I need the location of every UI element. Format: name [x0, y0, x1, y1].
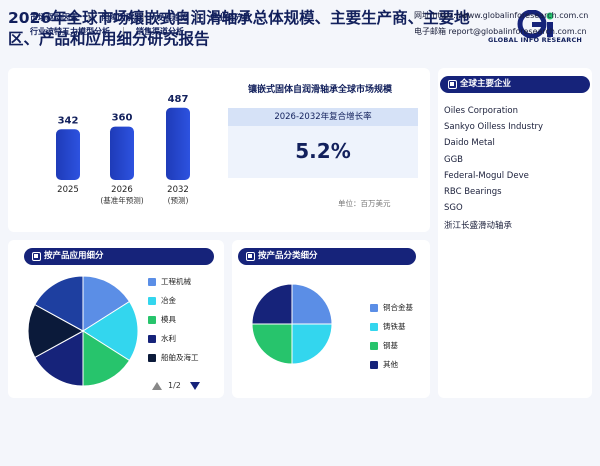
bar-category-note: (基准年预测) [100, 195, 143, 205]
website-text: 网址 https://www.globalinforesearch.com.cn [414, 11, 589, 20]
bar-category-label: 2032 [167, 185, 189, 195]
pie-slice [34, 330, 84, 386]
legend-item: 铸铁基 [370, 321, 406, 332]
legend-label: 工程机械 [161, 277, 191, 286]
pager-label: 1/2 [168, 381, 181, 390]
bar-category-label: 2025 [57, 185, 79, 195]
legend-label: 铸铁基 [383, 322, 406, 331]
legend-swatch [148, 334, 156, 343]
legend-swatch [148, 315, 156, 324]
application-pie-chart [28, 276, 138, 386]
legend-label: 铜合金基 [383, 303, 413, 312]
company-item: 浙江长盛滑动轴承 [444, 221, 513, 232]
footer-separator: | [122, 26, 125, 35]
legend-swatch [370, 341, 378, 350]
pie-slice [82, 276, 131, 332]
bar-category-label: 2026 [111, 185, 133, 195]
company-item: Daido Metal [444, 138, 495, 149]
legend-label: 水利 [161, 334, 176, 343]
pie-slice [291, 284, 332, 325]
company-logo [517, 10, 554, 39]
legend-item: 冶金 [148, 295, 176, 306]
footer-link[interactable]: 行业波特五力模型分析 [30, 27, 110, 36]
company-item: Sankyo Oilless Industry [444, 122, 544, 133]
pager-next-icon[interactable] [190, 382, 200, 390]
company-item: RBC Bearings [444, 187, 502, 197]
page-title: 2026年全球市场镶嵌式自润滑轴承总体规模、主要生产商、主要地区、产品和应用细分… [8, 9, 470, 48]
cagr-value: 5.2% [295, 139, 351, 163]
company-item: Federal-Mogul Deve [444, 170, 529, 181]
footer-link[interactable]: 阻障因素 [101, 13, 134, 22]
application-header: 按产品应用细分 [24, 248, 214, 265]
legend-label: 模具 [161, 315, 176, 324]
product-type-pie-chart [252, 284, 332, 364]
legend-item: 模具 [148, 314, 176, 325]
footer: 市场驱动因素 | 阻障因素 | 发展趋势 | 产业链分析 行业波特五力模型分析 | 销售渠道分析… [0, 0, 600, 62]
pie-slice [34, 276, 84, 332]
legend-swatch [148, 277, 156, 286]
market-title: 镶嵌式固体自润滑轴承全球市场规模 [247, 85, 392, 95]
legend-label: 冶金 [161, 296, 176, 305]
footer-link[interactable]: 发展趋势 [156, 13, 188, 22]
legend-label: 钢基 [383, 341, 398, 350]
companies-panel: 全球主要企业 [438, 68, 592, 398]
chart-icon [246, 252, 255, 261]
logo-text: GLOBAL INFO RESEARCH [488, 36, 583, 44]
cagr-box: 2026-2032年复合增长率 5.2% [228, 108, 418, 178]
footer-link[interactable]: 市场驱动因素 [30, 13, 78, 22]
footer-separator: | [196, 12, 200, 21]
legend-item: 钢基 [370, 340, 398, 351]
legend-swatch [370, 360, 378, 369]
footer-separator: | [142, 12, 145, 21]
footer-link[interactable]: 产业链分析 [210, 13, 251, 22]
cagr-label: 2026-2032年复合增长率 [228, 108, 418, 126]
product-type-header: 按产品分类细分 [238, 248, 416, 265]
pie-slice [252, 323, 293, 364]
pie-slice [28, 303, 85, 359]
pager-prev-icon[interactable] [152, 382, 162, 390]
bar-category-note: (预测) [168, 195, 189, 205]
company-item: Oiles Corporation [444, 106, 518, 116]
pie-slice [252, 284, 293, 325]
legend-label: 其他 [383, 360, 398, 369]
company-item: GGB [444, 154, 464, 165]
product-type-panel: 按产品分类细分 [232, 240, 430, 398]
bar-2026 [110, 126, 134, 180]
legend-label: 船舶及海工 [161, 353, 199, 362]
legend-item: 船舶及海工 [148, 352, 199, 363]
chart-icon [32, 252, 41, 261]
pie-slice [82, 300, 138, 362]
bar-value-label: 342 [58, 115, 79, 126]
market-bar-chart: 342 2025 360 2026(基准年预测) 487 2032(预测) [56, 94, 190, 205]
legend-item: 工程机械 [148, 276, 191, 287]
pie-slice [291, 323, 332, 364]
companies-header: 全球主要企业 [440, 76, 590, 93]
legend-item: 其他 [370, 359, 398, 370]
legend-swatch [370, 322, 378, 331]
footer-separator: | [87, 12, 91, 21]
legend-swatch [148, 296, 156, 305]
company-item: SGO [444, 203, 463, 214]
legend-item: 水利 [148, 333, 176, 344]
market-size-panel: 342 2025 360 2026 (基准年预测) 487 2032 (预测) 镶嵌式固体自润… [8, 68, 430, 232]
pie-slice [82, 330, 131, 386]
email-text: 电子邮箱 report@globalinforesearch.com.cn [414, 27, 587, 36]
footer-link[interactable]: 销售渠道分析 [136, 27, 184, 36]
legend-swatch [370, 303, 378, 312]
application-panel: 按产品应用细分 工程机械冶金模具水利船舶及海工 1/2 [8, 240, 224, 398]
bar-value-label: 360 [112, 113, 133, 124]
building-icon [448, 80, 457, 89]
legend-swatch [148, 353, 156, 362]
unit-label: 单位：百万美元 [338, 199, 391, 208]
bar-2032 [166, 107, 190, 180]
bar-2025 [56, 129, 80, 180]
legend-item: 铜合金基 [370, 302, 413, 313]
bar-value-label: 487 [168, 94, 189, 105]
